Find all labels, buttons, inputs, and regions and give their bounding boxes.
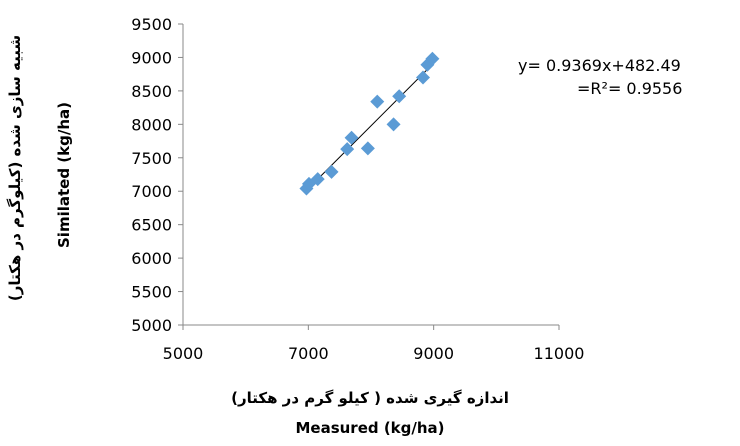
data-point-marker [344,130,359,145]
x-tick-label: 5000 [163,344,204,363]
y-axis-label: Similated (kg/ha) [55,102,73,248]
y-tick-label: 7500 [131,149,172,168]
y-tick-label: 5500 [131,283,172,302]
y-tick-label: 6500 [131,216,172,235]
data-point-marker [416,70,431,85]
y-tick-label: 9500 [131,15,172,34]
data-point-marker [370,94,385,109]
y-axis-label-persian: شبیه سازی شده (کیلوگرم در هکتار) [6,35,24,301]
data-point-marker [340,142,355,157]
data-point-marker [310,172,325,187]
x-tick-label: 11000 [534,344,585,363]
data-point-marker [425,51,440,66]
data-points [299,51,440,196]
y-tick-label: 8000 [131,115,172,134]
x-tick-labels: 5000 7000 9000 11000 [163,344,585,363]
y-tick-label: 9000 [131,48,172,67]
y-tick-label: 5000 [131,316,172,335]
x-tick-label: 7000 [288,344,329,363]
x-tick-label: 9000 [413,344,454,363]
y-tick-label: 8500 [131,82,172,101]
trendline-equation: y= 0.9369x+482.49 [518,56,681,75]
r-squared-label: =R²= 0.9556 [577,79,682,98]
y-tick-labels: 5000 5500 6000 6500 7000 7500 8000 8500 9000 9500 [131,15,172,335]
data-point-marker [360,141,375,156]
data-point-marker [386,117,401,132]
y-tick-label: 7000 [131,182,172,201]
data-point-marker [392,89,407,104]
chart-axes [178,23,560,330]
x-axis-label-persian: اندازه گیری شده ( کیلو گرم در هکتار) [231,389,509,407]
y-tick-label: 6000 [131,249,172,268]
data-point-marker [324,164,339,179]
x-axis-label: Measured (kg/ha) [295,419,444,437]
